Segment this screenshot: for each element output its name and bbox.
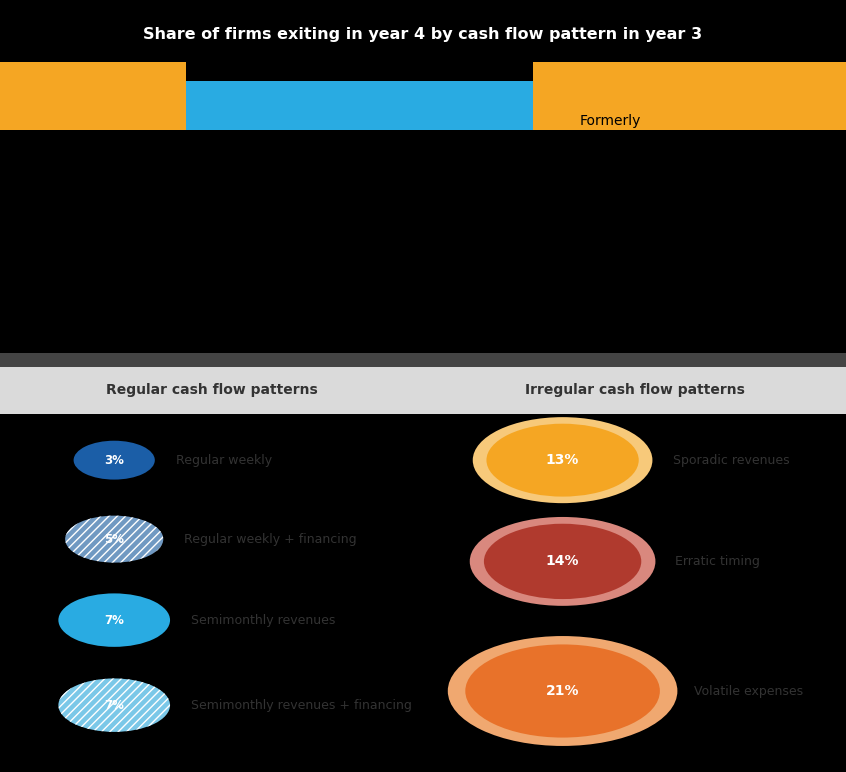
Text: Sporadic revenues: Sporadic revenues bbox=[673, 454, 789, 466]
Text: Regular weekly: Regular weekly bbox=[176, 454, 272, 466]
Text: Erratic timing: Erratic timing bbox=[675, 555, 760, 568]
Text: Irregular cash flow patterns: Irregular cash flow patterns bbox=[525, 383, 744, 398]
Circle shape bbox=[58, 679, 170, 732]
Text: Formerly
irregular: Formerly irregular bbox=[580, 114, 641, 144]
Circle shape bbox=[484, 523, 641, 599]
Circle shape bbox=[448, 636, 678, 746]
Bar bbox=[186, 62, 533, 130]
Text: Share of firms exiting in year 4 by cash flow pattern in year 3: Share of firms exiting in year 4 by cash… bbox=[144, 26, 702, 42]
Text: 13%: 13% bbox=[546, 453, 580, 467]
Text: 7%: 7% bbox=[104, 614, 124, 627]
Text: Remained
regular: Remained regular bbox=[580, 202, 649, 232]
Text: 5%: 5% bbox=[104, 533, 124, 546]
Bar bbox=[0, 62, 846, 130]
Bar bbox=[0, 354, 846, 367]
Circle shape bbox=[486, 424, 639, 496]
Text: 7%: 7% bbox=[104, 699, 124, 712]
Circle shape bbox=[465, 645, 660, 737]
Circle shape bbox=[65, 516, 163, 563]
Circle shape bbox=[74, 441, 155, 479]
Text: 14%: 14% bbox=[546, 554, 580, 568]
Text: Volatile expenses: Volatile expenses bbox=[694, 685, 803, 697]
Text: 21%: 21% bbox=[546, 684, 580, 698]
Text: Regular cash flow patterns: Regular cash flow patterns bbox=[106, 383, 317, 398]
Text: Regular weekly + financing: Regular weekly + financing bbox=[184, 533, 357, 546]
Text: Semimonthly revenues: Semimonthly revenues bbox=[191, 614, 336, 627]
Text: Semimonthly revenues + financing: Semimonthly revenues + financing bbox=[191, 699, 412, 712]
Circle shape bbox=[58, 594, 170, 647]
Bar bbox=[186, 81, 533, 130]
Bar bbox=[423, 367, 846, 414]
Text: 3%: 3% bbox=[104, 454, 124, 466]
Bar bbox=[0, 367, 423, 414]
Circle shape bbox=[470, 517, 656, 606]
Circle shape bbox=[473, 417, 652, 503]
